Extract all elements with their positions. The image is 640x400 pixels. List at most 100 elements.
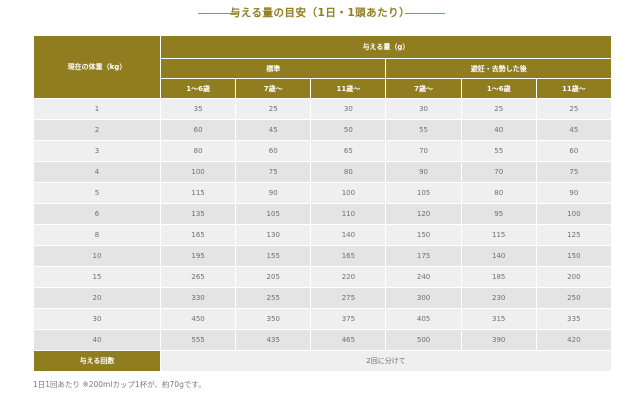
amount-cell: 55 [385, 119, 462, 141]
table-row: 15 265 205 220 240 185 200 [33, 266, 612, 288]
amount-cell: 100 [310, 182, 387, 204]
amount-cell: 90 [235, 182, 312, 204]
table-row: 40 555 435 465 500 390 420 [33, 329, 612, 351]
amount-cell: 60 [535, 140, 612, 162]
amount-cell: 60 [159, 119, 237, 141]
amount-cell: 165 [159, 224, 237, 246]
amount-cell: 80 [460, 182, 537, 204]
feeding-frequency-label: 与える回数 [33, 350, 161, 372]
amount-cell: 110 [310, 203, 387, 225]
amount-cell: 70 [460, 161, 537, 183]
amount-cell: 100 [159, 161, 237, 183]
table-row: 2 60 45 50 55 40 45 [33, 119, 612, 141]
amount-cell: 555 [159, 329, 237, 351]
amount-cell: 265 [159, 266, 237, 288]
age-column-header: 7歳〜 [385, 78, 462, 99]
amount-cell: 185 [460, 266, 537, 288]
amount-cell: 205 [235, 266, 312, 288]
title-decor-line-left [198, 13, 238, 14]
table-row: 5 115 90 100 105 80 90 [33, 182, 612, 204]
amount-cell: 60 [235, 140, 312, 162]
amount-cell: 335 [535, 308, 612, 330]
amount-cell: 450 [159, 308, 237, 330]
age-column-header: 1〜6歳 [159, 78, 237, 99]
weight-cell: 10 [33, 245, 161, 267]
amount-cell: 30 [310, 98, 387, 120]
amount-cell: 165 [310, 245, 387, 267]
amount-cell: 45 [535, 119, 612, 141]
amount-cell: 30 [385, 98, 462, 120]
amount-cell: 255 [235, 287, 312, 309]
weight-cell: 6 [33, 203, 161, 225]
amount-header: 与える量（g） [160, 35, 612, 59]
title-decor-line-right [405, 13, 445, 14]
amount-cell: 350 [235, 308, 312, 330]
table-row: 20 330 255 275 300 230 250 [33, 287, 612, 309]
weight-cell: 20 [33, 287, 161, 309]
amount-cell: 55 [460, 140, 537, 162]
amount-cell: 300 [385, 287, 462, 309]
feeding-frequency-row: 与える回数 2回に分けて [33, 350, 612, 372]
title-area: 与える量の目安（1日・1頭あたり） [0, 0, 640, 26]
amount-cell: 90 [385, 161, 462, 183]
amount-cell: 95 [460, 203, 537, 225]
amount-cell: 50 [310, 119, 387, 141]
amount-cell: 150 [385, 224, 462, 246]
table-row: 8 165 130 140 150 115 125 [33, 224, 612, 246]
amount-cell: 75 [535, 161, 612, 183]
weight-cell: 2 [33, 119, 161, 141]
amount-cell: 125 [535, 224, 612, 246]
table-row: 10 195 155 165 175 140 150 [33, 245, 612, 267]
amount-cell: 75 [235, 161, 312, 183]
amount-cell: 140 [310, 224, 387, 246]
age-column-header: 11歳〜 [310, 78, 387, 99]
amount-cell: 80 [310, 161, 387, 183]
amount-cell: 45 [235, 119, 312, 141]
table-row: 3 80 60 65 70 55 60 [33, 140, 612, 162]
amount-cell: 175 [385, 245, 462, 267]
amount-cell: 70 [385, 140, 462, 162]
weight-cell: 5 [33, 182, 161, 204]
group-header-standard: 標準 [159, 58, 387, 79]
feeding-frequency-value: 2回に分けて [160, 350, 612, 372]
amount-cell: 500 [385, 329, 462, 351]
amount-cell: 390 [460, 329, 537, 351]
amount-cell: 120 [385, 203, 462, 225]
amount-cell: 105 [385, 182, 462, 204]
weight-cell: 30 [33, 308, 161, 330]
page-title: 与える量の目安（1日・1頭あたり） [229, 7, 411, 19]
amount-cell: 90 [535, 182, 612, 204]
amount-cell: 275 [310, 287, 387, 309]
amount-cell: 435 [235, 329, 312, 351]
amount-cell: 465 [310, 329, 387, 351]
age-column-header: 11歳〜 [535, 78, 612, 99]
weight-cell: 15 [33, 266, 161, 288]
amount-cell: 25 [235, 98, 312, 120]
amount-cell: 80 [159, 140, 237, 162]
amount-cell: 250 [535, 287, 612, 309]
amount-cell: 315 [460, 308, 537, 330]
amount-cell: 230 [460, 287, 537, 309]
age-column-header: 7歳〜 [235, 78, 312, 99]
amount-cell: 115 [159, 182, 237, 204]
amount-cell: 100 [535, 203, 612, 225]
weight-cell: 40 [33, 329, 161, 351]
group-header-neutered: 避妊・去勢した後 [385, 58, 612, 79]
weight-cell: 3 [33, 140, 161, 162]
amount-cell: 330 [159, 287, 237, 309]
amount-cell: 220 [310, 266, 387, 288]
amount-cell: 150 [535, 245, 612, 267]
amount-cell: 130 [235, 224, 312, 246]
amount-cell: 25 [460, 98, 537, 120]
amount-cell: 135 [159, 203, 237, 225]
feeding-amount-table: 現在の体重（kg） 与える量（g） 標準 避妊・去勢した後 1〜6歳 7歳〜 11歳… [33, 35, 612, 372]
amount-cell: 140 [460, 245, 537, 267]
amount-cell: 375 [310, 308, 387, 330]
amount-cell: 405 [385, 308, 462, 330]
weight-cell: 8 [33, 224, 161, 246]
amount-cell: 115 [460, 224, 537, 246]
weight-column-header: 現在の体重（kg） [33, 35, 161, 99]
amount-cell: 105 [235, 203, 312, 225]
table-row: 30 450 350 375 405 315 335 [33, 308, 612, 330]
amount-cell: 195 [159, 245, 237, 267]
